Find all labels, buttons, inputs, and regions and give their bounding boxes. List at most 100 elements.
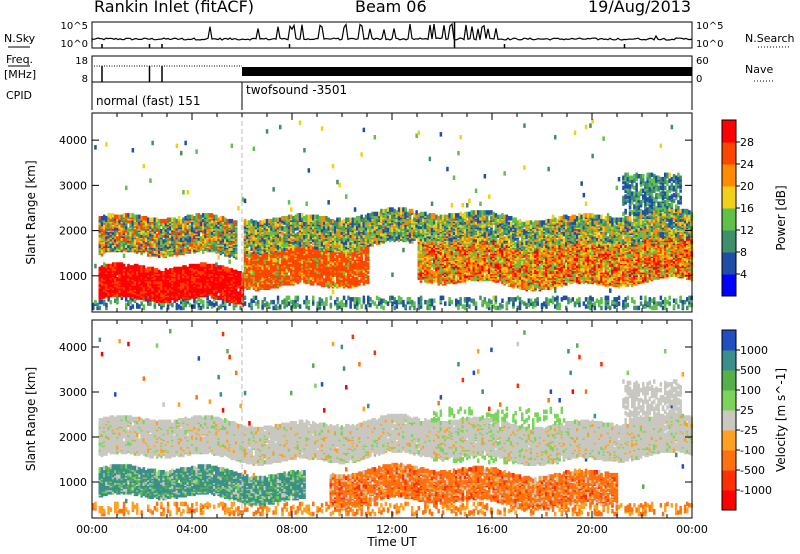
rti-cell xyxy=(391,207,394,212)
rti-cell xyxy=(107,264,110,269)
rti-cell xyxy=(143,164,146,169)
rti-cell xyxy=(191,233,194,238)
rti-cell xyxy=(200,262,203,267)
rti-cell xyxy=(389,296,392,301)
rti-cell xyxy=(182,218,185,223)
rti-cell xyxy=(336,265,339,270)
rti-cell xyxy=(382,299,385,304)
rti-cell xyxy=(143,216,146,221)
rti-cell xyxy=(200,299,203,304)
rti-cell xyxy=(290,300,293,305)
rti-cell xyxy=(250,252,253,257)
rti-cell xyxy=(288,301,291,306)
rti-cell xyxy=(341,257,344,262)
rti-cell xyxy=(244,296,247,301)
rti-cell xyxy=(200,306,203,311)
rti-cell xyxy=(151,267,154,272)
rti-cell xyxy=(244,268,247,273)
rti-cell xyxy=(248,249,251,254)
rti-cell xyxy=(220,216,223,221)
rti-cell xyxy=(283,226,286,231)
rti-cell xyxy=(290,258,293,263)
rti-cell xyxy=(380,304,383,309)
rti-cell xyxy=(347,296,350,301)
rti-cell xyxy=(206,303,209,308)
rti-cell xyxy=(233,270,236,275)
rti-cell xyxy=(321,299,324,304)
rti-cell xyxy=(292,300,295,305)
rti-cell xyxy=(123,254,126,259)
rti-cell xyxy=(272,258,275,263)
nsky-tick-low: 10^0 xyxy=(61,39,88,50)
rti-cell xyxy=(393,209,396,214)
rti-cell xyxy=(352,297,355,302)
rti-cell xyxy=(255,301,257,306)
rti-cell xyxy=(151,249,154,254)
rti-cell xyxy=(191,215,194,220)
rti-cell xyxy=(143,304,146,309)
rti-cell xyxy=(182,265,185,270)
rti-cell xyxy=(94,300,97,305)
rti-cell xyxy=(294,296,297,301)
rti-cell xyxy=(356,216,359,221)
rti-cell xyxy=(371,212,374,217)
rti-cell xyxy=(178,304,181,309)
rti-cell xyxy=(209,300,212,305)
rti-cell xyxy=(380,299,383,304)
rti-cell xyxy=(305,296,308,301)
rti-cell xyxy=(226,219,229,224)
rti-cell xyxy=(264,297,267,302)
rti-cell xyxy=(281,226,284,231)
rti-cell xyxy=(132,148,135,153)
rti-cell xyxy=(354,297,357,302)
rti-cell xyxy=(99,267,102,272)
rti-cell xyxy=(275,267,278,272)
rti-cell xyxy=(358,216,361,221)
rti-cell xyxy=(393,306,396,311)
rti-cell xyxy=(332,164,335,169)
rti-cell xyxy=(180,151,183,156)
rti-cell xyxy=(217,288,220,293)
rti-cell xyxy=(283,216,286,221)
rti-cell xyxy=(354,277,357,282)
rti-cell xyxy=(363,261,366,266)
rti-cell xyxy=(134,271,137,276)
rti-cell xyxy=(316,301,319,306)
rti-cell xyxy=(308,235,311,240)
rti-cell xyxy=(308,300,311,305)
rti-cell xyxy=(145,268,148,273)
rti-cell xyxy=(257,222,260,227)
rti-cell xyxy=(363,296,366,301)
rti-cell xyxy=(283,299,286,304)
rti-cell xyxy=(217,283,220,288)
rti-cell xyxy=(160,284,163,289)
rti-cell xyxy=(116,267,119,272)
rti-cell xyxy=(233,275,236,280)
rti-cell xyxy=(231,223,234,228)
rti-cell xyxy=(132,304,135,309)
rti-cell xyxy=(195,264,198,269)
rti-cell xyxy=(308,168,311,173)
rti-cell xyxy=(184,300,187,305)
rti-cell xyxy=(110,300,113,305)
rti-cell xyxy=(292,216,295,221)
rti-cell xyxy=(363,128,366,133)
rti-cell xyxy=(235,270,238,275)
rti-cell xyxy=(184,265,187,270)
rti-cell xyxy=(319,259,322,264)
rti-cell xyxy=(202,213,205,218)
rti-cell xyxy=(330,303,333,308)
rti-cell xyxy=(343,303,346,308)
rti-cell xyxy=(105,264,108,269)
rti-cell xyxy=(385,209,388,214)
rti-cell xyxy=(332,225,335,230)
rti-cell xyxy=(184,222,187,227)
rti-cell xyxy=(151,218,154,223)
rti-cell xyxy=(105,142,108,147)
rti-cell xyxy=(374,135,377,140)
rti-cell xyxy=(334,300,337,305)
rti-cell xyxy=(248,254,251,259)
rti-cell xyxy=(294,233,297,238)
rti-cell xyxy=(213,303,216,308)
